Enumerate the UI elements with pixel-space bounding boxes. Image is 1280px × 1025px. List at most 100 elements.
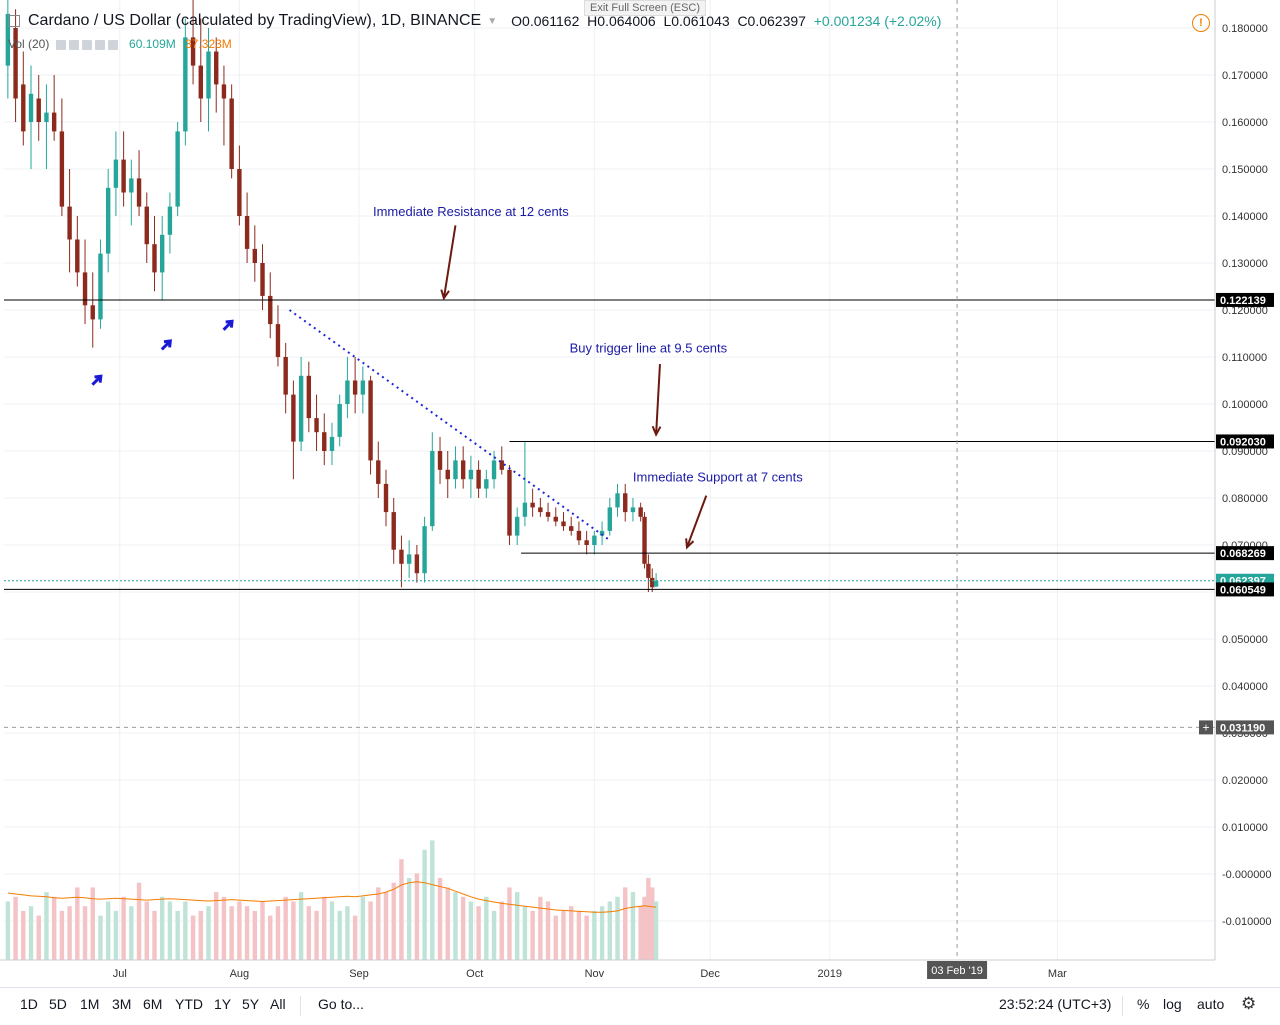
x-tick-label: Nov — [585, 968, 605, 980]
close-icon[interactable] — [107, 39, 118, 50]
goto-date-button[interactable]: Go to... — [318, 996, 364, 1012]
volume-bar — [530, 910, 535, 960]
plus-icon[interactable] — [94, 39, 105, 50]
change-value: +0.001234 (+2.02%) — [813, 13, 942, 29]
annotation-arrow — [655, 363, 661, 435]
timeframe-ytd[interactable]: YTD — [175, 996, 203, 1012]
candle-body — [75, 239, 80, 273]
clock-timezone[interactable]: 23:52:24 (UTC+3) — [999, 996, 1112, 1012]
y-tick-label: 0.090000 — [1222, 446, 1268, 458]
chart-drawings: Immediate Resistance at 12 cents Buy trig… — [4, 0, 1215, 960]
volume-bar — [615, 896, 620, 960]
exit-fullscreen-button[interactable]: Exit Full Screen (ESC) — [584, 0, 706, 16]
volume-bar — [28, 906, 34, 960]
volume-bar — [430, 840, 435, 960]
timeframe-5y[interactable]: 5Y — [242, 996, 260, 1012]
volume-bar — [406, 878, 412, 960]
candle-body — [653, 580, 659, 587]
candle-body — [491, 460, 497, 480]
price-label-text: 0.092030 — [1220, 436, 1266, 448]
y-tick-label: 0.180000 — [1222, 23, 1268, 35]
volume-label[interactable]: Vol (20) — [8, 37, 50, 51]
candle-body — [414, 554, 420, 574]
high-value: H0.064006 — [587, 13, 656, 29]
timeframe-5d[interactable]: 5D — [49, 996, 67, 1012]
timeframe-6m[interactable]: 6M — [143, 996, 163, 1012]
volume-bar — [553, 915, 558, 960]
auto-scale-toggle[interactable]: auto — [1197, 996, 1225, 1012]
log-scale-toggle[interactable]: log — [1163, 996, 1182, 1012]
symbol-title[interactable]: Cardano / US Dollar (calculated by Tradi… — [28, 12, 482, 29]
timeframe-all[interactable]: All — [270, 996, 286, 1012]
x-tick-label: Oct — [466, 968, 483, 980]
volume-bar — [90, 887, 95, 960]
price-axis: 0.180000 0.170000 0.160000 0.150000 0.140000… — [1214, 0, 1272, 960]
price-chart[interactable]: Immediate Resistance at 12 cents Buy trig… — [0, 0, 1280, 987]
open-value: O0.061162 — [511, 13, 580, 29]
timeframe-1y[interactable]: 1Y — [214, 996, 232, 1012]
candle-body — [584, 540, 589, 545]
candle-body — [214, 51, 219, 85]
candle-body — [430, 451, 435, 527]
candle-body — [113, 159, 119, 188]
candle-body — [569, 526, 574, 531]
volume-bar — [499, 901, 504, 960]
up-arrow-marker — [160, 339, 173, 351]
price-label-box — [1216, 546, 1274, 561]
chevron-down-icon[interactable] — [55, 39, 66, 50]
volume-bar — [414, 873, 420, 960]
volume-bar — [160, 896, 165, 960]
candle-body — [144, 206, 149, 245]
volume-bar — [260, 901, 265, 960]
candle-body — [298, 375, 304, 442]
candle-body — [599, 530, 605, 536]
volume-bar — [144, 901, 149, 960]
chevron-down-icon[interactable]: ▼ — [487, 15, 498, 27]
candle-body — [275, 324, 281, 357]
price-label-text: 0.122139 — [1220, 295, 1266, 307]
timeframe-1d[interactable]: 1D — [20, 996, 38, 1012]
eye-icon[interactable] — [68, 39, 79, 50]
volume-bar — [345, 906, 350, 960]
volume-bar — [476, 906, 481, 960]
candle-body — [615, 493, 620, 508]
exclamation-circle-icon[interactable]: ! — [1192, 14, 1210, 32]
volume-ma-value: 37.323M — [185, 37, 232, 51]
candle-body — [260, 263, 265, 296]
annotation-arrow — [686, 495, 708, 548]
volume-bar — [561, 910, 566, 960]
marker-head — [163, 339, 173, 348]
price-label-text: 0.060549 — [1220, 584, 1266, 596]
price-label-text: 0.031190 — [1220, 722, 1265, 734]
volume-bar — [391, 882, 396, 960]
volume-histogram — [5, 840, 659, 960]
candle-body — [399, 549, 404, 564]
volume-bar — [468, 901, 474, 960]
volume-bar — [607, 901, 612, 960]
volume-bar — [599, 906, 605, 960]
marker-head — [94, 374, 103, 383]
percent-scale-toggle[interactable]: % — [1137, 996, 1150, 1012]
candle-body — [229, 98, 234, 169]
candle-body — [129, 178, 134, 193]
candle-body — [82, 272, 88, 306]
volume-bar — [82, 906, 88, 960]
settings-icon[interactable] — [81, 39, 92, 50]
timeframe-3m[interactable]: 3M — [112, 996, 132, 1012]
x-tick-label: Mar — [1048, 968, 1067, 980]
volume-bar — [283, 896, 288, 960]
candle-body — [553, 516, 558, 522]
volume-bar — [545, 901, 551, 960]
collapse-legend-icon[interactable] — [8, 15, 20, 27]
gear-icon[interactable]: ⚙ — [1241, 994, 1257, 1013]
candle-body — [538, 507, 543, 513]
volume-bar — [75, 887, 80, 960]
timeframe-1m[interactable]: 1M — [80, 996, 100, 1012]
y-tick-label: 0.120000 — [1222, 305, 1268, 317]
volume-bar — [514, 892, 520, 960]
low-value: L0.061043 — [663, 13, 730, 29]
candle-body — [44, 112, 49, 122]
volume-bar — [36, 915, 41, 960]
y-tick-label: 0.110000 — [1222, 352, 1267, 364]
volume-bar — [113, 910, 119, 960]
